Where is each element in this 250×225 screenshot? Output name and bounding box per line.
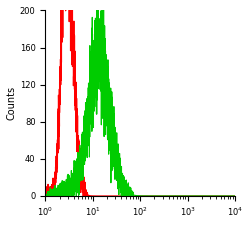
Y-axis label: Counts: Counts <box>7 86 17 120</box>
